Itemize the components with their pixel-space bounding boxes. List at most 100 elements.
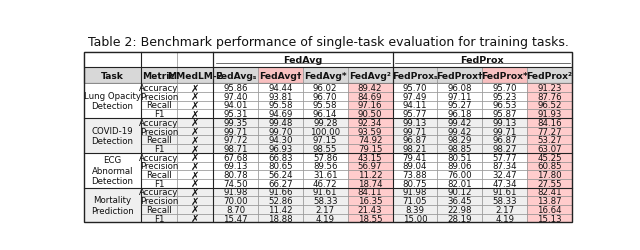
Bar [348,127,392,136]
Text: 97.11: 97.11 [447,92,472,102]
Bar [213,196,258,205]
Bar [258,162,303,170]
Text: 99.28: 99.28 [313,118,337,127]
Text: 74.50: 74.50 [223,179,248,188]
Bar [213,53,258,68]
Bar [177,68,213,84]
Bar [527,136,572,144]
Bar [141,196,177,205]
Text: 4.19: 4.19 [495,214,514,223]
Bar [348,214,392,222]
Bar [213,170,258,179]
Bar [437,205,483,214]
Text: 98.27: 98.27 [492,144,517,153]
Bar [177,53,213,68]
Text: 53.27: 53.27 [538,136,562,145]
Text: 27.55: 27.55 [538,179,562,188]
Bar [141,92,177,101]
Text: 95.87: 95.87 [492,110,517,119]
Bar [392,170,437,179]
Bar [141,188,177,196]
Bar [141,162,177,170]
Text: 91.61: 91.61 [313,188,337,197]
Bar [177,127,213,136]
Text: 87.76: 87.76 [538,92,562,102]
Bar [392,127,437,136]
Bar [527,214,572,222]
Text: ✗: ✗ [191,161,200,171]
Text: ECG
Abnormal
Detection: ECG Abnormal Detection [92,156,133,185]
Text: 16.64: 16.64 [538,205,562,214]
Bar [303,84,348,92]
Text: ✗: ✗ [191,92,200,102]
Bar [527,127,572,136]
Text: 94.11: 94.11 [403,101,428,110]
Text: 96.70: 96.70 [313,92,337,102]
Text: 28.19: 28.19 [447,214,472,223]
Bar [527,179,572,188]
Bar [141,110,177,118]
Text: FedProx: FedProx [460,56,504,65]
Text: FedAvg: FedAvg [283,56,323,65]
Bar [303,136,348,144]
Text: 31.61: 31.61 [313,170,337,179]
Bar [437,136,483,144]
Text: Task: Task [101,72,124,80]
Bar [348,196,392,205]
Bar [483,110,527,118]
Bar [527,101,572,110]
Bar [84,53,572,68]
Text: 82.01: 82.01 [447,179,472,188]
Text: Accuracy: Accuracy [140,153,179,162]
Bar [303,188,348,196]
Bar [141,118,177,127]
Bar [258,153,303,162]
Text: ✗: ✗ [191,109,200,119]
Text: ✗: ✗ [191,144,200,154]
Text: Precision: Precision [140,162,178,171]
Text: 2.17: 2.17 [495,205,515,214]
Bar [392,153,437,162]
Bar [141,144,177,153]
Text: 97.40: 97.40 [223,92,248,102]
Text: 67.68: 67.68 [223,153,248,162]
Bar [527,205,572,214]
Text: ✗: ✗ [191,100,200,110]
Text: 13.87: 13.87 [538,196,562,205]
Text: 21.43: 21.43 [358,205,383,214]
Text: Precision: Precision [140,127,178,136]
Bar [213,214,258,222]
Text: 91.98: 91.98 [223,188,248,197]
Text: Table 2: Benchmark performance of single-task evaluation for training tasks.: Table 2: Benchmark performance of single… [88,36,568,49]
Text: Recall: Recall [146,205,172,214]
Text: 80.75: 80.75 [403,179,428,188]
Text: 80.51: 80.51 [447,153,472,162]
Text: F1: F1 [154,110,164,119]
Text: 99.71: 99.71 [403,127,427,136]
Bar [177,118,213,127]
Bar [483,136,527,144]
Text: ✗: ✗ [191,196,200,206]
Text: 15.47: 15.47 [223,214,248,223]
Bar [392,179,437,188]
Text: 95.70: 95.70 [403,84,428,93]
Text: 4.19: 4.19 [316,214,335,223]
Text: 71.05: 71.05 [403,196,428,205]
Text: 57.86: 57.86 [313,153,337,162]
Text: 16.35: 16.35 [358,196,383,205]
Bar [213,162,258,170]
Bar [177,162,213,170]
Bar [177,144,213,153]
Text: 18.74: 18.74 [358,179,383,188]
Text: 45.25: 45.25 [538,153,562,162]
Text: ✗: ✗ [191,204,200,214]
Bar [213,92,258,101]
Text: 87.34: 87.34 [492,162,517,171]
Text: 99.48: 99.48 [268,118,292,127]
Bar [437,188,483,196]
Bar [177,136,213,144]
Bar [483,84,527,92]
Bar [437,153,483,162]
Bar [437,101,483,110]
Text: 97.16: 97.16 [358,101,382,110]
